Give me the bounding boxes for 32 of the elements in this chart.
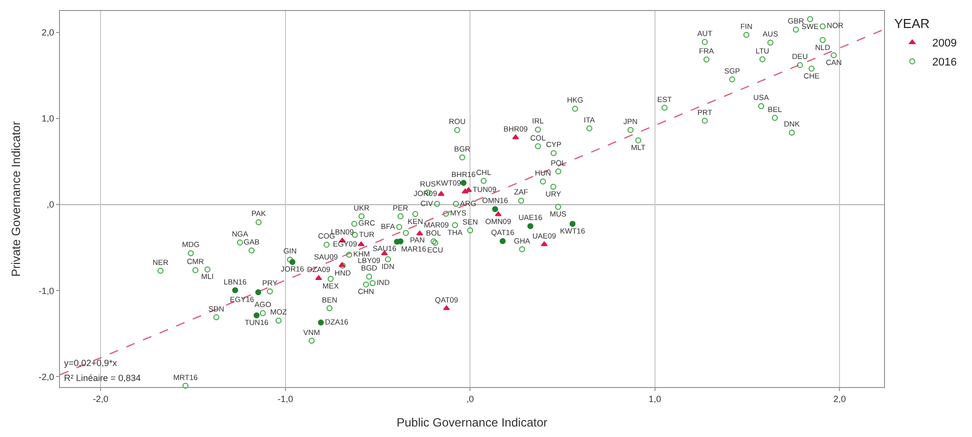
point: [254, 312, 260, 318]
x-tick-label: 1,0: [648, 394, 662, 404]
point: [232, 287, 238, 294]
x-tick-label: 2,0: [833, 394, 846, 404]
x-tick-label: -2,0: [92, 394, 108, 404]
point: [527, 223, 534, 230]
y-tick-label: -2,0: [38, 372, 54, 382]
point: [540, 241, 548, 246]
x-axis-title: Public Governance Indicator: [396, 416, 548, 430]
point: [255, 289, 262, 296]
y-axis-title: Private Governance Indicator: [8, 121, 23, 277]
point: [358, 241, 365, 246]
point: [500, 238, 506, 244]
legend-label: 2016: [932, 56, 957, 69]
point: [494, 211, 502, 216]
y-tick-label: 1,0: [42, 114, 54, 124]
point: [443, 305, 450, 310]
point: [398, 238, 404, 244]
point: [492, 206, 498, 212]
y-tick-label: 2,0: [42, 28, 54, 38]
y-tick-label: -1,0: [38, 286, 54, 296]
point: [318, 320, 324, 326]
x-tick-label: -1,0: [278, 394, 294, 404]
point: [512, 134, 519, 140]
annotation: y=0,02+0,9*x: [64, 358, 118, 368]
legend-title: YEAR: [894, 16, 930, 31]
annotation: R² Linéaire = 0,834: [64, 373, 141, 383]
point: [460, 180, 466, 186]
y-tick-label: ,0: [46, 200, 54, 210]
point: [570, 220, 576, 227]
legend-label: 2009: [932, 38, 957, 50]
x-tick-label: ,0: [466, 394, 474, 404]
